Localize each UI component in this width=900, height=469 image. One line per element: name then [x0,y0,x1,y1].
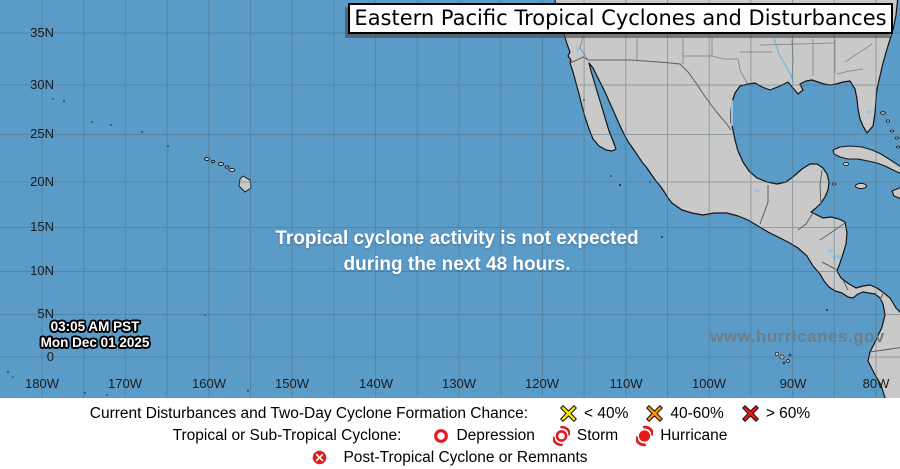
map-canvas: 35N 30N 25N 20N 15N 10N 5N 0 180W 170W 1… [0,0,900,398]
lon-label-90w: 90W [779,376,807,391]
depression-circle-icon [433,428,449,444]
legend-item-depression: Depression [433,426,535,445]
hispaniola-island [891,187,900,199]
map-title: Eastern Pacific Tropical Cyclones and Di… [348,3,893,34]
lon-label-100w: 100W [692,376,726,391]
storm-label: Storm [576,426,619,444]
legend-row-cyclone-types: Tropical or Sub-Tropical Cyclone: Depres… [172,425,727,447]
mississippi-river [773,38,795,84]
lat-label-5n: 5N [37,306,54,321]
lat-label-15n: 15N [30,219,54,234]
depression-label: Depression [456,426,535,444]
formation-chance-label: Current Disturbances and Two-Day Cyclone… [89,404,528,422]
post-tropical-label: Post-Tropical Cyclone or Remnants [343,448,588,466]
storm-open-cyclone-icon [552,425,570,447]
legend: Current Disturbances and Two-Day Cyclone… [0,398,900,469]
lon-label-120w: 120W [525,376,559,391]
hawaiian-islands [204,157,252,193]
legend-item-medium-chance: 40-60% [646,404,724,423]
legend-item-low-chance: < 40% [560,405,628,423]
lat-label-10n: 10N [30,263,54,278]
lon-label-80w: 80W [862,376,890,391]
lat-label-25n: 25N [30,126,54,141]
lat-label-0: 0 [46,349,54,364]
lon-label-160w: 160W [192,376,226,391]
legend-item-post-tropical: Post-Tropical Cyclone or Remnants [312,448,588,467]
florida-keys [851,136,863,140]
bahamas-islands [880,111,900,149]
no-activity-message-line1: Tropical cyclone activity is not expecte… [275,228,639,249]
legend-row-formation-chance: Current Disturbances and Two-Day Cyclone… [90,403,810,424]
lat-label-20n: 20N [30,174,54,189]
legend-item-storm: Storm [552,425,619,447]
lat-label-35n: 35N [30,25,54,40]
low-chance-label: < 40% [584,404,629,422]
cyclone-type-label: Tropical or Sub-Tropical Cyclone: [172,426,402,444]
legend-item-hurricane: Hurricane [636,425,727,447]
lon-label-130w: 130W [442,376,476,391]
legend-item-high-chance: > 60% [741,404,811,423]
lon-label-180w: 180W [25,376,59,391]
lat-label-30n: 30N [30,77,54,92]
x-mark-yellow-icon [560,405,577,422]
hurricane-label: Hurricane [660,426,728,444]
jamaica-island [855,182,867,190]
lon-label-150w: 150W [275,376,309,391]
issuance-timestamp: 03:05 AM PST Mon Dec 01 2025 [30,319,160,351]
x-mark-red-icon [741,405,759,422]
hurricanes-gov-watermark: www.hurricanes.gov [710,327,885,346]
issuance-date: Mon Dec 01 2025 [40,335,150,350]
hurricane-filled-cyclone-icon [636,425,654,447]
cuba-island [832,145,900,174]
legend-row-post-tropical: Post-Tropical Cyclone or Remnants [312,447,588,468]
high-chance-label: > 60% [765,404,811,422]
issuance-time: 03:05 AM PST [50,319,140,334]
north-america-landmass [554,0,900,398]
x-mark-orange-icon [646,405,664,422]
circled-x-icon [312,450,327,465]
map-svg [0,0,900,398]
no-activity-message-line2: during the next 48 hours. [343,254,571,275]
country-borders [569,56,900,353]
no-activity-message: Tropical cyclone activity is not expecte… [14,226,900,278]
medium-chance-label: 40-60% [670,404,724,422]
lon-label-140w: 140W [359,376,393,391]
lon-label-170w: 170W [108,376,142,391]
lon-label-110w: 110W [609,376,643,391]
isle-of-youth [843,161,850,166]
